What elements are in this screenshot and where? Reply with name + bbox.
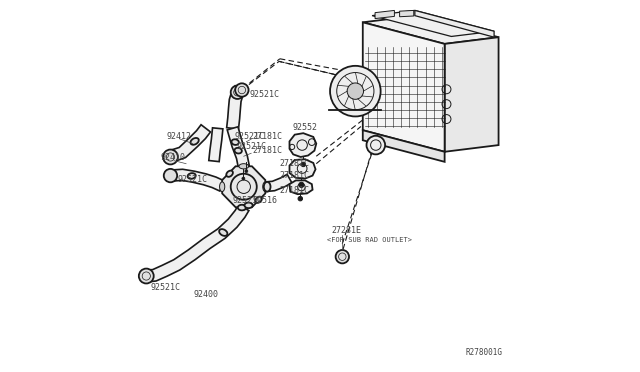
Text: 92400: 92400 xyxy=(193,291,218,299)
Text: 27181C: 27181C xyxy=(252,146,282,155)
Circle shape xyxy=(298,196,303,201)
Polygon shape xyxy=(415,10,494,37)
Circle shape xyxy=(335,250,349,263)
Text: 27181C: 27181C xyxy=(252,132,282,141)
Ellipse shape xyxy=(191,138,199,145)
Polygon shape xyxy=(265,174,292,192)
Circle shape xyxy=(164,169,177,182)
Circle shape xyxy=(301,162,305,167)
Circle shape xyxy=(330,66,381,116)
Circle shape xyxy=(231,86,244,99)
Polygon shape xyxy=(363,16,499,44)
Circle shape xyxy=(163,150,178,164)
Ellipse shape xyxy=(264,182,271,192)
Circle shape xyxy=(245,170,248,173)
Text: 92521C: 92521C xyxy=(232,196,262,205)
Circle shape xyxy=(347,83,364,99)
Polygon shape xyxy=(227,86,245,129)
Polygon shape xyxy=(399,10,413,17)
Polygon shape xyxy=(289,159,316,179)
Ellipse shape xyxy=(227,171,233,177)
Polygon shape xyxy=(289,180,312,194)
Ellipse shape xyxy=(232,139,239,145)
Text: 92521C: 92521C xyxy=(178,175,208,184)
Ellipse shape xyxy=(262,182,268,192)
Polygon shape xyxy=(372,10,494,36)
Ellipse shape xyxy=(239,205,248,210)
Text: 27181C: 27181C xyxy=(279,171,309,180)
Text: 92521C: 92521C xyxy=(151,283,180,292)
Circle shape xyxy=(235,83,248,97)
Polygon shape xyxy=(227,127,249,167)
Polygon shape xyxy=(170,125,211,162)
Text: 27181C: 27181C xyxy=(279,159,309,168)
Polygon shape xyxy=(222,166,266,207)
Polygon shape xyxy=(375,10,394,19)
Circle shape xyxy=(242,177,245,180)
Ellipse shape xyxy=(239,164,248,169)
Polygon shape xyxy=(363,22,445,152)
Text: 92521C: 92521C xyxy=(236,142,266,151)
Ellipse shape xyxy=(244,202,253,208)
Text: 92516: 92516 xyxy=(252,196,277,205)
Ellipse shape xyxy=(188,173,196,179)
Text: R278001G: R278001G xyxy=(465,348,502,357)
Polygon shape xyxy=(363,130,445,162)
Polygon shape xyxy=(445,37,499,152)
Text: 92410: 92410 xyxy=(161,153,186,162)
Circle shape xyxy=(139,269,154,283)
Polygon shape xyxy=(171,169,225,191)
Circle shape xyxy=(299,182,304,187)
Polygon shape xyxy=(209,128,223,161)
Ellipse shape xyxy=(255,197,262,203)
Text: 92552: 92552 xyxy=(292,123,317,132)
Text: 92412: 92412 xyxy=(167,132,192,141)
Polygon shape xyxy=(289,133,316,157)
Text: <FOR SUB RAD OUTLET>: <FOR SUB RAD OUTLET> xyxy=(326,237,412,243)
Text: 92521C: 92521C xyxy=(250,90,279,99)
Ellipse shape xyxy=(220,182,225,192)
Circle shape xyxy=(367,136,385,154)
Text: 27181C: 27181C xyxy=(279,186,309,195)
Ellipse shape xyxy=(219,229,227,236)
Ellipse shape xyxy=(234,148,242,154)
Ellipse shape xyxy=(238,205,246,211)
Text: 92521C: 92521C xyxy=(234,132,264,141)
Text: 27281E: 27281E xyxy=(331,226,361,235)
Polygon shape xyxy=(147,205,249,282)
